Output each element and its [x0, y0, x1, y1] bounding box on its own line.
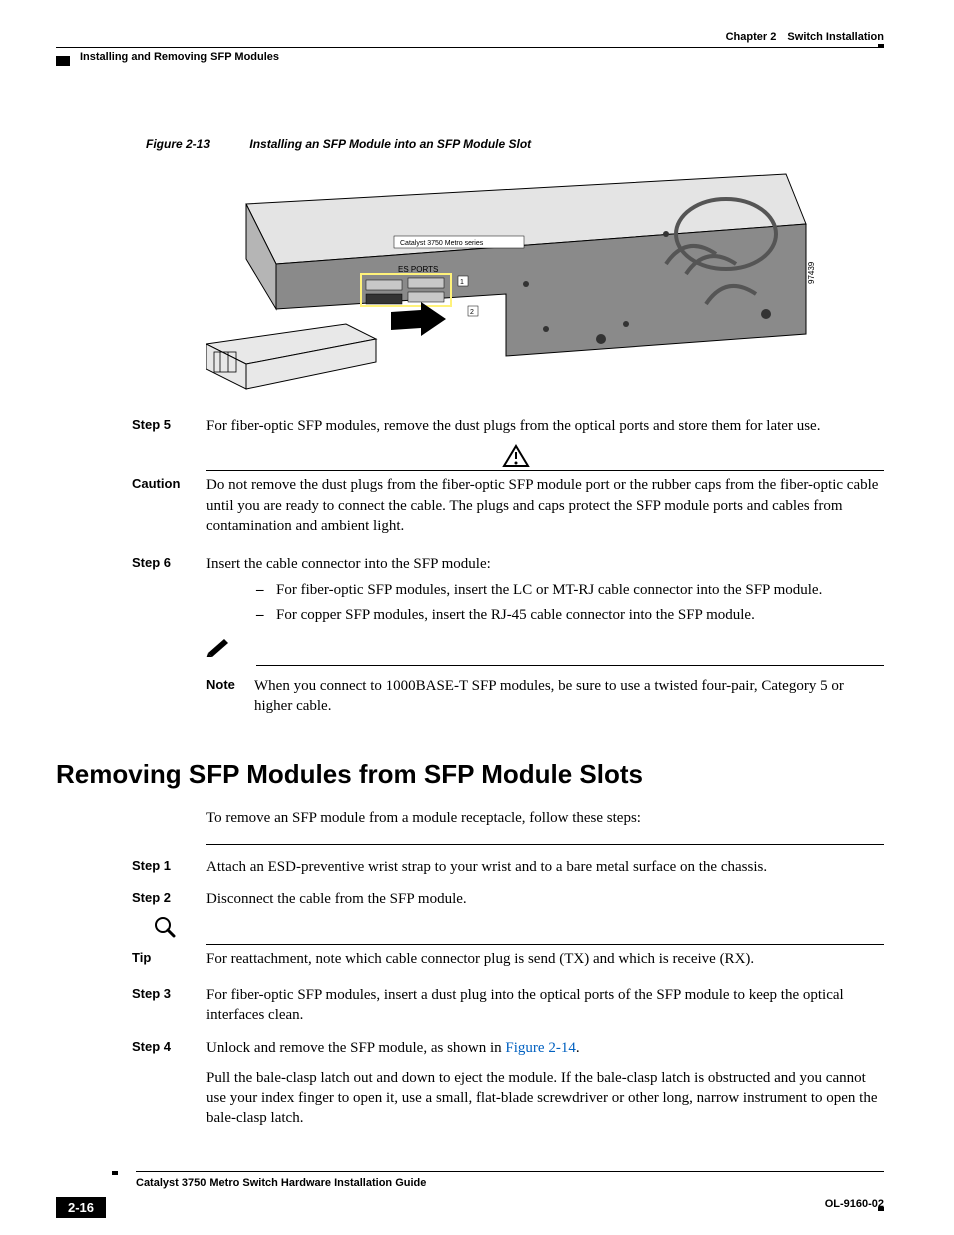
header-marker-right [878, 44, 884, 48]
svg-text:2: 2 [470, 309, 474, 316]
figure-caption: Figure 2-13 Installing an SFP Module int… [146, 136, 884, 152]
heading-removing: Removing SFP Modules from SFP Module Slo… [56, 757, 884, 792]
r-step3-label: Step 3 [132, 985, 192, 1003]
step6-label: Step 6 [132, 554, 192, 572]
step6-bullet2: For copper SFP modules, insert the RJ-45… [276, 605, 755, 625]
step6-text: Insert the cable connector into the SFP … [206, 554, 884, 574]
r-step1-row: Step 1 Attach an ESD-preventive wrist st… [56, 857, 884, 877]
section-title: Installing and Removing SFP Modules [80, 51, 279, 63]
r-step2-text: Disconnect the cable from the SFP module… [206, 889, 884, 909]
note-icon [206, 637, 232, 657]
r-step4-line1: Unlock and remove the SFP module, as sho… [206, 1038, 884, 1058]
chapter-title: Switch Installation [787, 31, 884, 43]
step5-row: Step 5 For fiber-optic SFP modules, remo… [56, 416, 884, 436]
caution-icon [502, 444, 530, 468]
r-step1-text: Attach an ESD-preventive wrist strap to … [206, 857, 884, 877]
intro-text: To remove an SFP module from a module re… [206, 808, 884, 828]
step6-bullet1: For fiber-optic SFP modules, insert the … [276, 580, 822, 600]
note-row: Note When you connect to 1000BASE-T SFP … [206, 676, 884, 717]
r-step4-row: Step 4 Unlock and remove the SFP module,… [56, 1038, 884, 1129]
note-text: When you connect to 1000BASE-T SFP modul… [254, 676, 884, 717]
svg-text:1: 1 [460, 279, 464, 286]
header-marker-left [56, 56, 70, 66]
note-rule [256, 665, 884, 666]
doc-id: OL-9160-02 [825, 1197, 884, 1219]
figure-title: Installing an SFP Module into an SFP Mod… [249, 137, 531, 151]
step5-label: Step 5 [132, 416, 192, 434]
ports-label: ES PORTS [398, 265, 438, 274]
tip-row: Tip For reattachment, note which cable c… [56, 949, 884, 969]
intro-rule [206, 844, 884, 845]
page-content: Figure 2-13 Installing an SFP Module int… [56, 136, 884, 1129]
tip-icon [150, 916, 176, 938]
tip-rule [206, 944, 884, 945]
r-step4-label: Step 4 [132, 1038, 192, 1056]
r-step1-label: Step 1 [132, 857, 192, 875]
page-header: Chapter 2 Switch Installation Installing… [56, 30, 884, 66]
r-step3-text: For fiber-optic SFP modules, insert a du… [206, 985, 884, 1026]
r-step3-row: Step 3 For fiber-optic SFP modules, inse… [56, 985, 884, 1026]
page-footer: Catalyst 3750 Metro Switch Hardware Inst… [56, 1171, 884, 1215]
header-rule [56, 47, 884, 48]
tip-text: For reattachment, note which cable conne… [206, 949, 884, 969]
device-label-text: Catalyst 3750 Metro series [400, 240, 484, 247]
r-step2-label: Step 2 [132, 889, 192, 907]
step6-row: Step 6 Insert the cable connector into t… [56, 554, 884, 631]
caution-rule [206, 470, 884, 471]
caution-text: Do not remove the dust plugs from the fi… [206, 475, 884, 536]
tip-label: Tip [132, 949, 192, 967]
figure-link[interactable]: Figure 2-14 [505, 1040, 575, 1056]
figure-number: Figure 2-13 [146, 137, 210, 151]
figure-illustration: Catalyst 3750 Metro series ES PORTS 1 2 [206, 164, 826, 404]
r-step2-row: Step 2 Disconnect the cable from the SFP… [56, 889, 884, 909]
chapter-label: Chapter 2 [726, 31, 777, 43]
step5-text: For fiber-optic SFP modules, remove the … [206, 416, 884, 436]
device-drawing: Catalyst 3750 Metro series ES PORTS 1 2 [206, 164, 826, 404]
note-label: Note [206, 676, 254, 694]
book-title: Catalyst 3750 Metro Switch Hardware Inst… [136, 1176, 884, 1191]
r-step4-para2: Pull the bale-clasp latch out and down t… [206, 1068, 884, 1129]
figure-id: 97439 [807, 261, 816, 284]
page-number: 2-16 [56, 1197, 106, 1219]
caution-label: Caution [132, 475, 192, 493]
step6-bullets: –For fiber-optic SFP modules, insert the… [256, 580, 884, 625]
